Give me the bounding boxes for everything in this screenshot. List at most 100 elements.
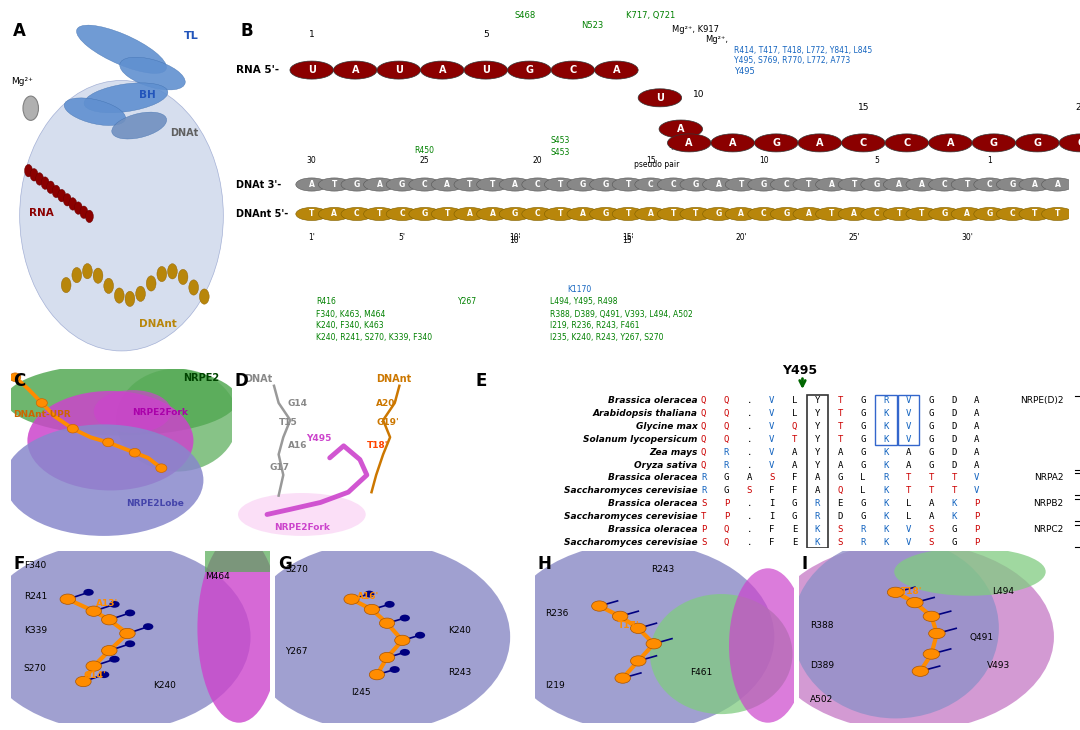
Circle shape	[923, 611, 940, 621]
Circle shape	[631, 623, 646, 634]
Text: T: T	[838, 410, 842, 418]
Text: F340: F340	[24, 561, 46, 570]
Text: T: T	[838, 396, 842, 405]
Text: E: E	[792, 537, 797, 547]
Text: R243: R243	[651, 565, 675, 574]
Text: K: K	[883, 537, 889, 547]
Ellipse shape	[94, 390, 172, 433]
Circle shape	[997, 178, 1028, 191]
Text: R243: R243	[448, 668, 471, 677]
Text: A: A	[792, 447, 797, 457]
Text: A: A	[512, 180, 518, 189]
Circle shape	[379, 618, 394, 629]
Ellipse shape	[77, 25, 166, 74]
Text: V: V	[769, 422, 774, 431]
Text: A: A	[648, 210, 653, 218]
Text: A: A	[964, 210, 970, 218]
Circle shape	[838, 207, 870, 220]
Text: H: H	[537, 555, 551, 572]
Text: 1': 1'	[308, 233, 315, 242]
Text: C: C	[422, 180, 428, 189]
Text: Q: Q	[724, 410, 729, 418]
Text: Y: Y	[814, 435, 820, 444]
Circle shape	[929, 178, 960, 191]
Circle shape	[289, 61, 334, 79]
Text: G: G	[1009, 180, 1015, 189]
Circle shape	[906, 597, 923, 608]
Circle shape	[109, 656, 120, 663]
Circle shape	[861, 207, 892, 220]
Text: G: G	[421, 210, 428, 218]
Text: E: E	[792, 525, 797, 534]
Text: K339: K339	[24, 626, 46, 636]
Ellipse shape	[84, 83, 167, 112]
Text: C: C	[569, 65, 577, 75]
Circle shape	[929, 207, 960, 220]
Text: L494, Y495, R498: L494, Y495, R498	[551, 297, 618, 306]
Text: G: G	[861, 447, 866, 457]
Circle shape	[703, 178, 734, 191]
Circle shape	[52, 185, 60, 198]
Text: C: C	[761, 210, 767, 218]
Text: G: G	[792, 499, 797, 508]
Text: Y: Y	[814, 447, 820, 457]
Circle shape	[64, 193, 71, 206]
Text: T: T	[557, 210, 563, 218]
Circle shape	[102, 615, 117, 625]
Text: R388: R388	[810, 621, 834, 630]
Circle shape	[364, 178, 395, 191]
Text: +1: +1	[667, 143, 679, 152]
Ellipse shape	[244, 542, 510, 730]
Text: G: G	[861, 512, 866, 521]
Text: V: V	[974, 486, 980, 495]
Text: C: C	[354, 210, 360, 218]
Circle shape	[659, 120, 703, 138]
Circle shape	[93, 268, 103, 283]
Circle shape	[951, 207, 983, 220]
Text: V: V	[769, 396, 774, 405]
Text: G: G	[525, 65, 534, 75]
Text: G: G	[861, 461, 866, 469]
Text: G: G	[861, 422, 866, 431]
Text: T: T	[468, 180, 473, 189]
Text: P: P	[724, 499, 729, 508]
Ellipse shape	[4, 424, 203, 536]
Text: .: .	[746, 525, 752, 534]
Text: T: T	[951, 474, 957, 483]
Text: A: A	[686, 138, 693, 148]
Text: 15': 15'	[622, 237, 634, 245]
Text: R416: R416	[315, 297, 336, 306]
Circle shape	[476, 207, 509, 220]
Text: Saccharomyces cerevisiae: Saccharomyces cerevisiae	[564, 486, 698, 495]
Circle shape	[83, 589, 94, 596]
Circle shape	[499, 207, 531, 220]
Circle shape	[680, 207, 712, 220]
Circle shape	[319, 178, 350, 191]
Circle shape	[886, 134, 929, 152]
Circle shape	[838, 178, 870, 191]
Text: A502: A502	[810, 695, 834, 704]
Text: G: G	[603, 210, 609, 218]
Text: Q: Q	[792, 422, 797, 431]
Text: V: V	[769, 435, 774, 444]
Text: A: A	[838, 447, 842, 457]
Circle shape	[551, 61, 595, 79]
Ellipse shape	[198, 534, 281, 723]
Ellipse shape	[120, 57, 186, 90]
Text: G: G	[1034, 138, 1041, 148]
Text: Saccharomyces cerevisiae: Saccharomyces cerevisiae	[564, 537, 698, 547]
Text: T: T	[851, 180, 856, 189]
Text: S: S	[838, 525, 842, 534]
Text: G: G	[580, 180, 586, 189]
Text: K: K	[883, 435, 889, 444]
Text: A16: A16	[288, 441, 308, 450]
Text: K: K	[883, 486, 889, 495]
Text: R: R	[883, 474, 889, 483]
Text: C: C	[671, 180, 676, 189]
Circle shape	[343, 594, 360, 604]
Text: A: A	[1032, 180, 1038, 189]
Text: A: A	[974, 435, 980, 444]
Text: G: G	[929, 435, 934, 444]
Text: V: V	[769, 461, 774, 469]
Circle shape	[464, 61, 508, 79]
